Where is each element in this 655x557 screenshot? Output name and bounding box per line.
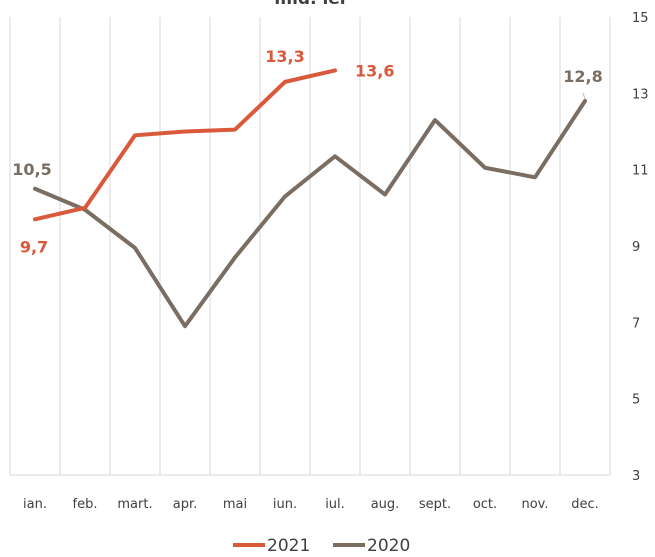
data-label: 13,6 xyxy=(355,61,394,80)
y-tick-label: 7 xyxy=(632,316,640,331)
data-label: 12,8 xyxy=(563,67,602,86)
x-tick-label: dec. xyxy=(571,497,599,512)
x-tick-label: iul. xyxy=(325,497,345,512)
series-lines xyxy=(33,68,587,329)
x-axis-ticks: ian. feb. mart. apr. mai iun. iul. aug. sept. oct… xyxy=(23,497,599,512)
x-tick-label: feb. xyxy=(73,497,98,512)
y-tick-label: 3 xyxy=(632,469,640,484)
x-tick-label: iun. xyxy=(273,497,297,512)
data-label: 9,7 xyxy=(20,237,48,256)
x-tick-label: aug. xyxy=(371,497,400,512)
y-tick-label: 13 xyxy=(632,87,649,102)
legend: 2021 2020 xyxy=(233,536,410,556)
y-tick-label: 15 xyxy=(632,11,649,26)
x-tick-label: apr. xyxy=(173,497,198,512)
data-labels: 9,7 13,3 13,6 10,5 12,8 xyxy=(12,47,602,256)
legend-label: 2020 xyxy=(367,536,410,553)
grid-lines xyxy=(9,17,611,476)
legend-label: 2021 xyxy=(267,536,310,553)
data-label: 10,5 xyxy=(12,160,51,179)
x-tick-label: mart. xyxy=(117,497,152,512)
data-label: 13,3 xyxy=(265,47,304,66)
x-tick-label: oct. xyxy=(473,497,497,512)
y-tick-label: 9 xyxy=(632,240,640,255)
x-tick-label: ian. xyxy=(23,497,47,512)
x-tick-label: mai xyxy=(223,497,247,512)
x-tick-label: nov. xyxy=(521,497,548,512)
series-line-2021 xyxy=(33,68,337,222)
y-axis-ticks: 3 5 7 9 11 13 15 xyxy=(632,11,649,484)
chart-title: mld. lei xyxy=(274,0,345,9)
series-line-2020 xyxy=(33,98,587,329)
label-leader-line xyxy=(582,92,586,100)
y-tick-label: 11 xyxy=(632,164,649,179)
y-tick-label: 5 xyxy=(632,393,640,408)
x-tick-label: sept. xyxy=(419,497,451,512)
